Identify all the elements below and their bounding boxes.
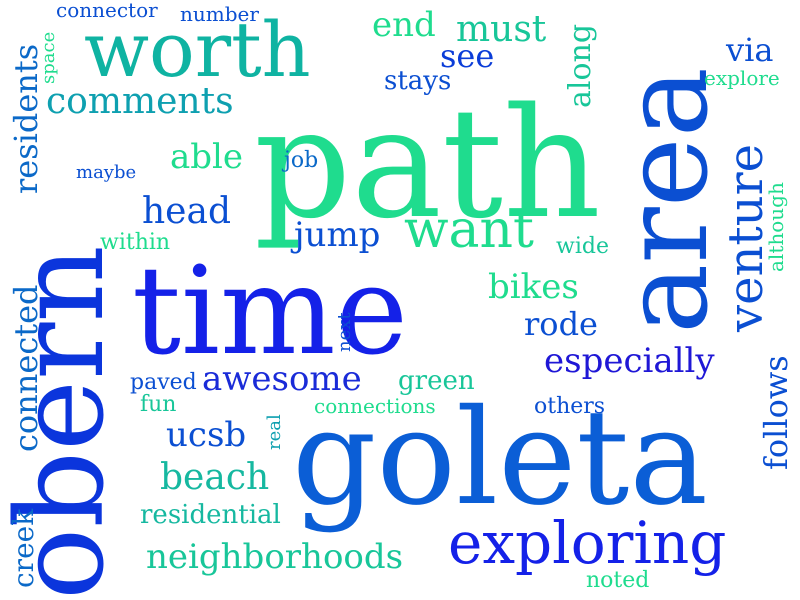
word-paved: paved — [130, 370, 197, 395]
word-green: green — [398, 366, 475, 396]
word-must: must — [456, 9, 547, 50]
word-end: end — [372, 5, 436, 45]
word-maybe: maybe — [76, 162, 137, 183]
word-area: area — [596, 67, 734, 334]
word-neighborhoods: neighborhoods — [146, 537, 404, 577]
word-head: head — [142, 191, 231, 232]
word-follows: follows — [757, 355, 795, 470]
word-jump: jump — [294, 215, 381, 255]
word-awesome: awesome — [202, 359, 362, 399]
word-especially: especially — [544, 341, 715, 381]
word-via: via — [726, 31, 774, 69]
word-stays: stays — [384, 66, 452, 96]
word-comments: comments — [46, 81, 234, 122]
word-connections: connections — [314, 394, 436, 418]
word-bikes: bikes — [488, 267, 579, 307]
word-job: job — [284, 148, 319, 173]
word-worth: worth — [84, 5, 311, 94]
word-creek: creek — [7, 508, 40, 588]
word-wide: wide — [556, 234, 609, 259]
word-space: space — [38, 31, 59, 84]
word-path: path — [254, 75, 601, 252]
word-within: within — [100, 230, 171, 255]
word-able: able — [170, 137, 244, 177]
word-along: along — [563, 23, 598, 108]
word-goleta: goleta — [292, 381, 709, 535]
word-others: others — [534, 394, 606, 419]
word-residential: residential — [140, 500, 281, 530]
word-time: time — [132, 240, 408, 382]
word-rode: rode — [524, 305, 598, 343]
word-beach: beach — [160, 457, 270, 498]
word-connected: connected — [7, 284, 45, 452]
word-although: although — [764, 182, 788, 272]
word-want: want — [404, 200, 534, 260]
word-explore: explore — [704, 66, 780, 90]
word-connector: connector — [56, 0, 158, 22]
word-number: number — [180, 2, 259, 26]
word-noted: noted — [586, 568, 650, 593]
word-next: next — [334, 312, 355, 352]
word-real: real — [264, 414, 285, 450]
word-exploring: exploring — [448, 509, 727, 577]
word-see: see — [440, 37, 495, 75]
word-fun: fun — [140, 392, 177, 417]
word-venture: venture — [718, 144, 774, 332]
word-ucsb: ucsb — [166, 415, 247, 455]
